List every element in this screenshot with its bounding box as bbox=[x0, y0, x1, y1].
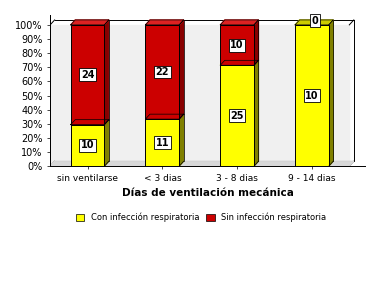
Polygon shape bbox=[220, 60, 258, 65]
Text: 25: 25 bbox=[230, 111, 244, 121]
Bar bbox=[71, 125, 104, 166]
Polygon shape bbox=[220, 20, 258, 25]
Bar bbox=[71, 25, 104, 125]
Polygon shape bbox=[254, 20, 258, 65]
Polygon shape bbox=[329, 20, 333, 166]
Text: 24: 24 bbox=[81, 70, 94, 80]
Polygon shape bbox=[179, 20, 184, 119]
Bar bbox=[146, 25, 179, 119]
Polygon shape bbox=[254, 60, 258, 166]
Polygon shape bbox=[50, 161, 354, 166]
Polygon shape bbox=[71, 120, 109, 125]
Polygon shape bbox=[146, 20, 184, 25]
Polygon shape bbox=[146, 114, 184, 119]
Text: 22: 22 bbox=[155, 67, 169, 77]
Polygon shape bbox=[71, 20, 109, 25]
Text: 0: 0 bbox=[312, 16, 318, 26]
X-axis label: Días de ventilación mecánica: Días de ventilación mecánica bbox=[122, 188, 293, 198]
Bar bbox=[295, 25, 329, 166]
Text: 11: 11 bbox=[155, 138, 169, 148]
Polygon shape bbox=[179, 114, 184, 166]
Bar bbox=[220, 65, 254, 166]
Polygon shape bbox=[105, 20, 109, 125]
Bar bbox=[146, 119, 179, 166]
Polygon shape bbox=[105, 120, 109, 166]
Text: 10: 10 bbox=[230, 40, 244, 50]
Text: 10: 10 bbox=[81, 140, 94, 150]
Legend: Con infección respiratoria, Sin infección respiratoria: Con infección respiratoria, Sin infecció… bbox=[73, 209, 330, 226]
Bar bbox=[220, 25, 254, 65]
Text: 10: 10 bbox=[305, 91, 319, 100]
Polygon shape bbox=[295, 20, 333, 25]
